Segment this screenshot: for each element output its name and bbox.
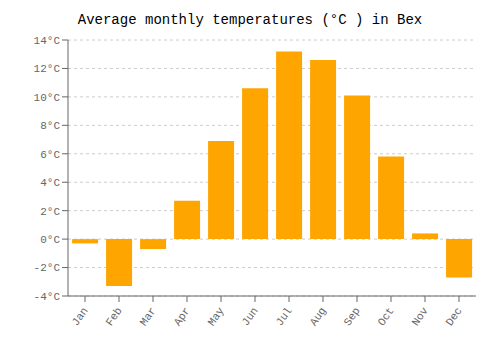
svg-text:Feb: Feb bbox=[104, 305, 125, 328]
svg-text:14°C: 14°C bbox=[34, 35, 61, 47]
svg-text:Dec: Dec bbox=[444, 305, 465, 328]
svg-text:10°C: 10°C bbox=[34, 92, 61, 104]
svg-text:2°C: 2°C bbox=[40, 206, 60, 218]
svg-text:May: May bbox=[206, 305, 227, 328]
svg-text:-2°C: -2°C bbox=[34, 262, 61, 274]
svg-text:Aug: Aug bbox=[308, 305, 329, 328]
svg-text:Jul: Jul bbox=[274, 305, 295, 328]
svg-text:Nov: Nov bbox=[410, 305, 431, 328]
svg-text:Jan: Jan bbox=[70, 305, 91, 328]
html-text:Average monthly temperatures (: Average monthly temperatures (°C ) in Be… bbox=[77, 12, 423, 28]
svg-text:Sep: Sep bbox=[342, 305, 363, 328]
svg-text:6°C: 6°C bbox=[40, 149, 60, 161]
svg-text:Mar: Mar bbox=[138, 305, 159, 328]
svg-text:4°C: 4°C bbox=[40, 177, 60, 189]
svg-text:0°C: 0°C bbox=[40, 234, 60, 246]
svg-text:8°C: 8°C bbox=[40, 120, 60, 132]
svg-text:Jun: Jun bbox=[240, 305, 261, 328]
svg-text:Oct: Oct bbox=[376, 305, 397, 328]
svg-text:-4°C: -4°C bbox=[34, 291, 61, 303]
svg-text:12°C: 12°C bbox=[34, 63, 61, 75]
svg-text:Apr: Apr bbox=[172, 305, 193, 328]
